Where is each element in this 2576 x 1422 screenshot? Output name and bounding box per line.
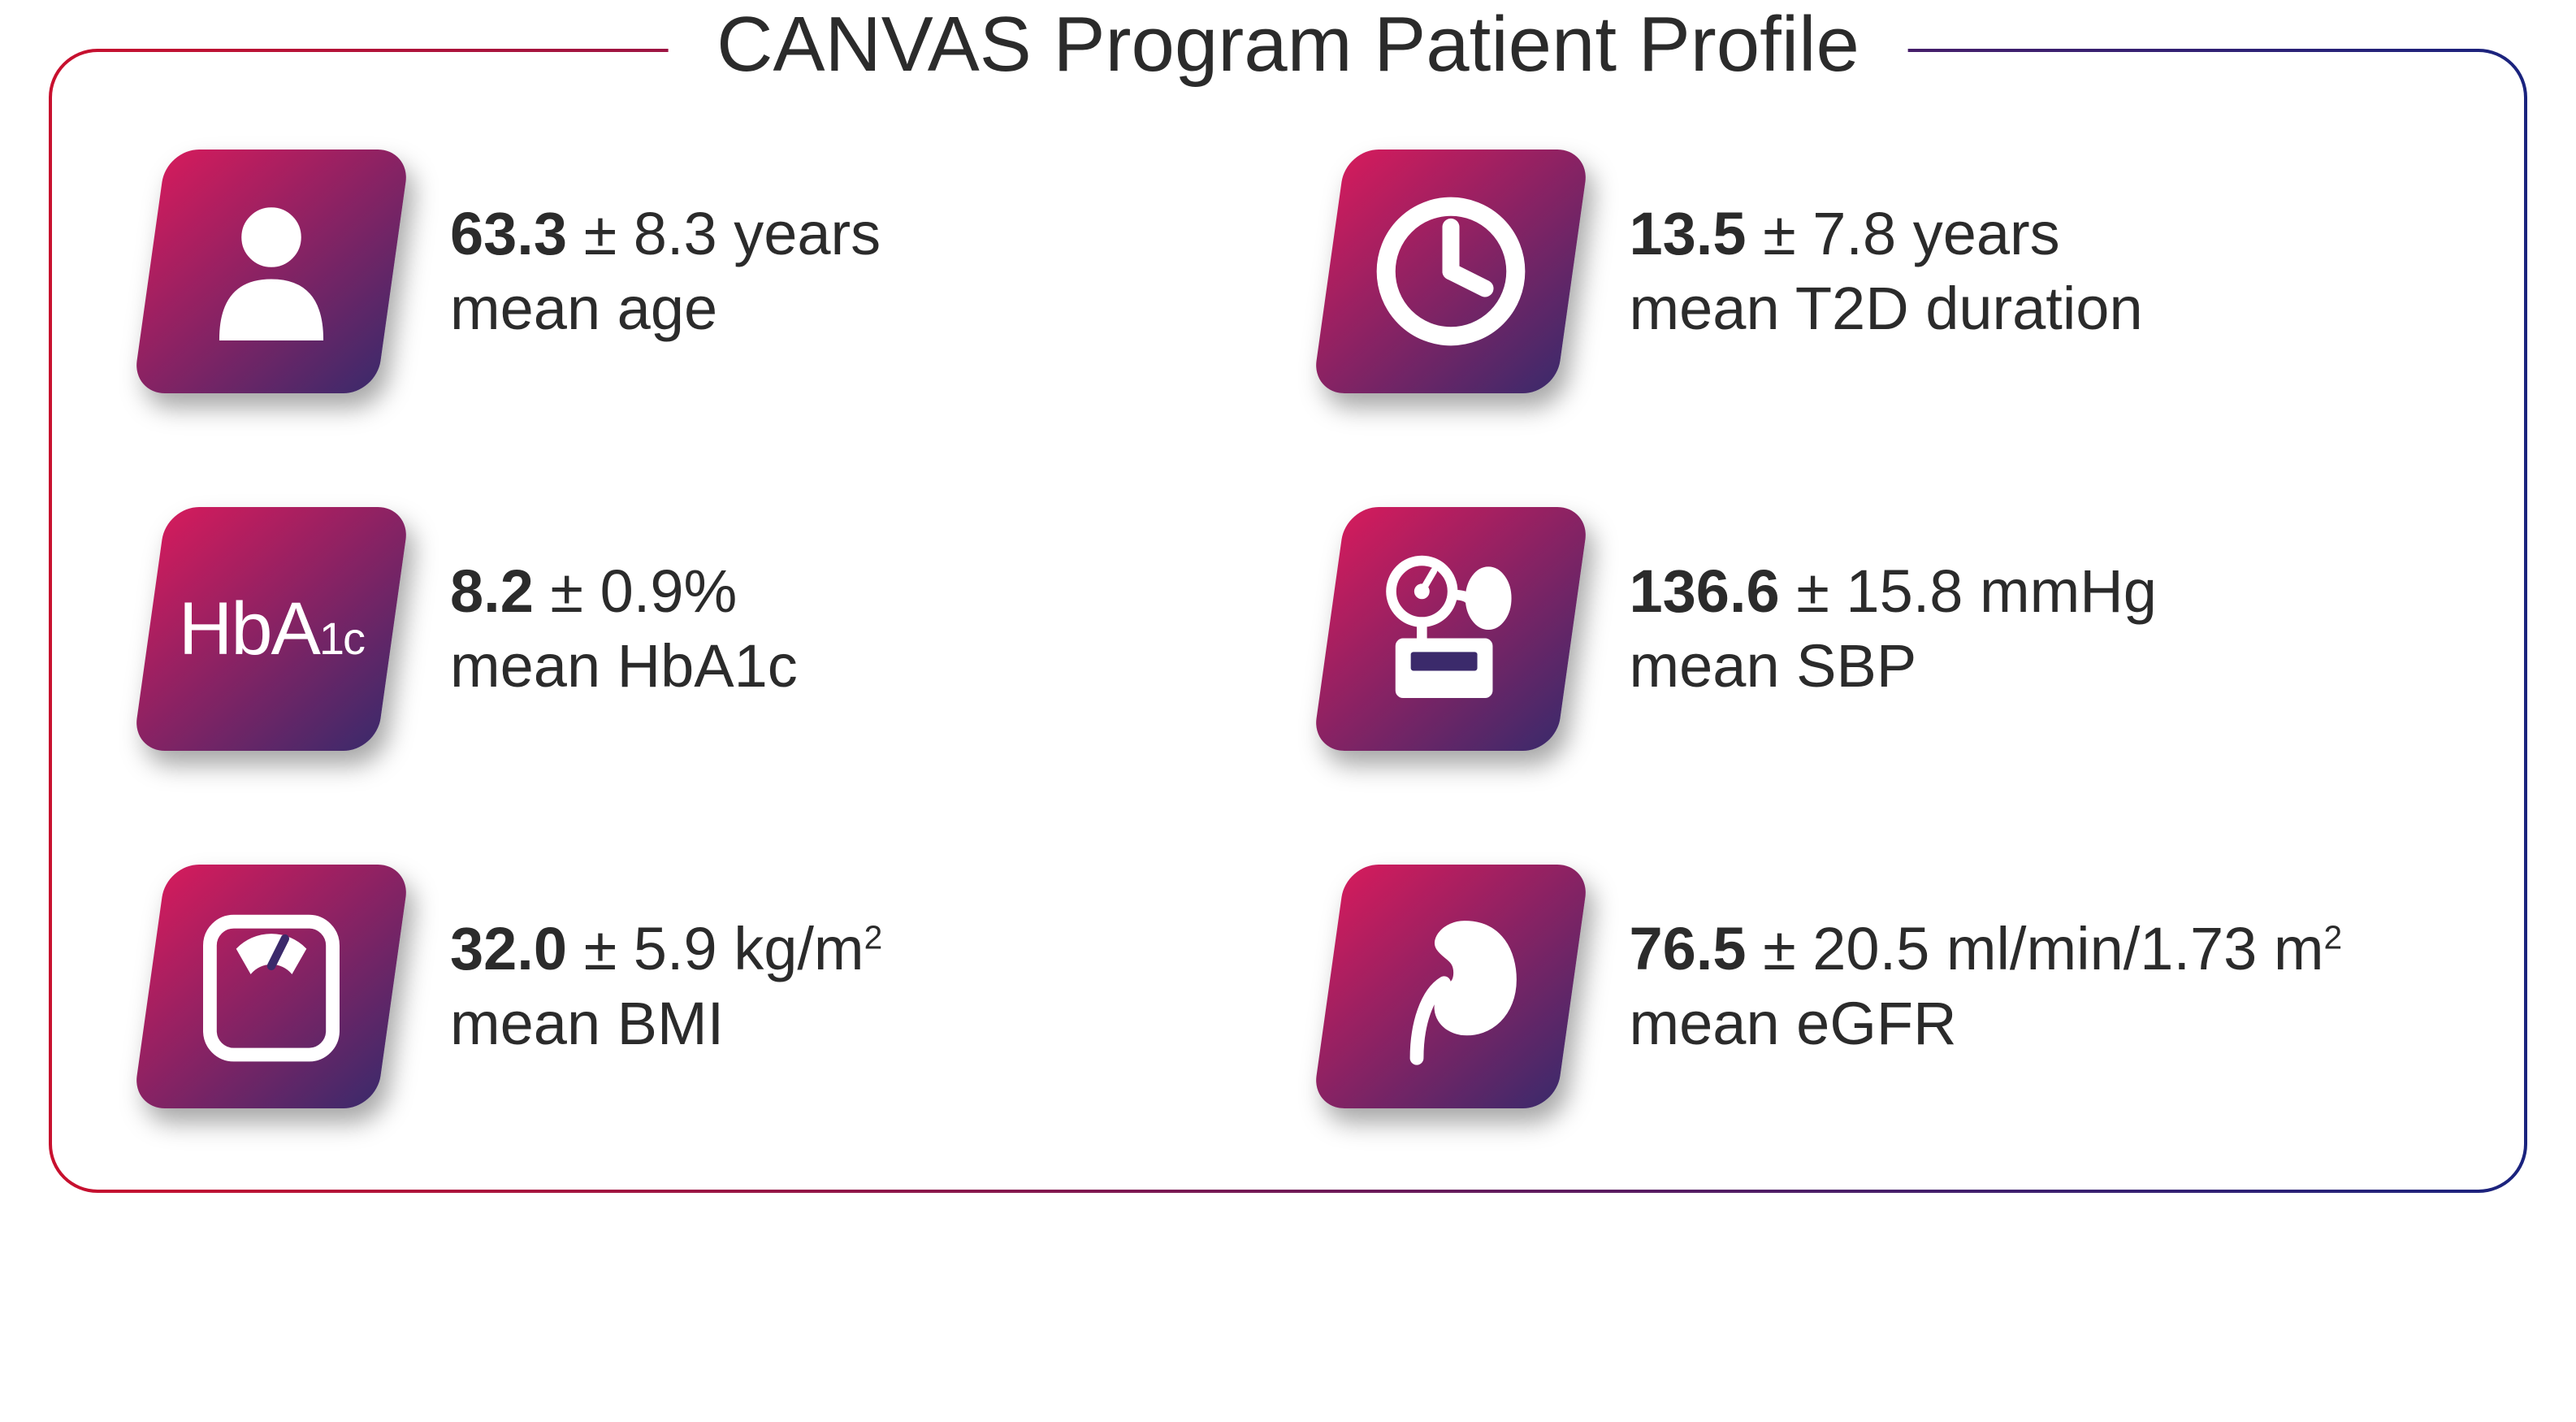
stat-egfr-value: 76.5 — [1630, 915, 1747, 982]
scale-icon — [186, 901, 357, 1072]
stat-bmi: 32.0 ± 5.9 kg/m2 mean BMI — [149, 865, 1248, 1108]
stat-sbp-value: 136.6 — [1630, 557, 1780, 625]
stat-t2d-text: 13.5 ± 7.8 years mean T2D duration — [1630, 197, 2143, 347]
stat-age-text: 63.3 ± 8.3 years mean age — [450, 197, 881, 347]
stat-t2d: 13.5 ± 7.8 years mean T2D duration — [1329, 150, 2427, 393]
tile-t2d — [1311, 150, 1589, 393]
stat-bmi-text: 32.0 ± 5.9 kg/m2 mean BMI — [450, 912, 882, 1062]
stat-age-value: 63.3 — [450, 200, 567, 267]
stat-hba1c-rest: ± 0.9% — [534, 557, 737, 625]
page-title: CANVAS Program Patient Profile — [668, 0, 1908, 89]
stat-age: 63.3 ± 8.3 years mean age — [149, 150, 1248, 393]
person-icon — [186, 186, 357, 357]
tile-hba1c: HbA1c — [132, 507, 410, 751]
stat-egfr-rest: ± 20.5 ml/min/1.73 m — [1747, 915, 2324, 982]
frame-inner: 63.3 ± 8.3 years mean age — [52, 52, 2524, 1190]
stats-grid: 63.3 ± 8.3 years mean age — [149, 150, 2427, 1108]
stat-hba1c: HbA1c 8.2 ± 0.9% mean HbA1c — [149, 507, 1248, 751]
hba1c-icon: HbA1c — [179, 587, 364, 672]
kidney-icon — [1366, 901, 1536, 1072]
stat-egfr: 76.5 ± 20.5 ml/min/1.73 m2 mean eGFR — [1329, 865, 2427, 1108]
stat-egfr-sup: 2 — [2324, 918, 2343, 956]
stat-egfr-label: mean eGFR — [1630, 986, 2343, 1062]
stat-age-label: mean age — [450, 271, 881, 347]
stat-bmi-sup: 2 — [864, 918, 883, 956]
stat-bmi-label: mean BMI — [450, 986, 882, 1062]
bp-monitor-icon — [1366, 544, 1536, 714]
stat-hba1c-label: mean HbA1c — [450, 629, 798, 704]
stat-t2d-label: mean T2D duration — [1630, 271, 2143, 347]
tile-age — [132, 150, 410, 393]
tile-egfr — [1311, 865, 1589, 1108]
profile-frame: CANVAS Program Patient Profile 63.3 ± 8.… — [49, 49, 2527, 1193]
stat-sbp-label: mean SBP — [1630, 629, 2157, 704]
stat-hba1c-text: 8.2 ± 0.9% mean HbA1c — [450, 554, 798, 704]
clock-icon — [1366, 186, 1536, 357]
stat-t2d-rest: ± 7.8 years — [1747, 200, 2060, 267]
tile-sbp — [1311, 507, 1589, 751]
stat-t2d-value: 13.5 — [1630, 200, 1747, 267]
stat-bmi-value: 32.0 — [450, 915, 567, 982]
stat-sbp-rest: ± 15.8 mmHg — [1780, 557, 2157, 625]
stat-age-rest: ± 8.3 years — [567, 200, 881, 267]
tile-bmi — [132, 865, 410, 1108]
stat-sbp: 136.6 ± 15.8 mmHg mean SBP — [1329, 507, 2427, 751]
stat-hba1c-value: 8.2 — [450, 557, 534, 625]
stat-egfr-text: 76.5 ± 20.5 ml/min/1.73 m2 mean eGFR — [1630, 912, 2343, 1062]
stat-bmi-rest: ± 5.9 kg/m — [567, 915, 864, 982]
stat-sbp-text: 136.6 ± 15.8 mmHg mean SBP — [1630, 554, 2157, 704]
